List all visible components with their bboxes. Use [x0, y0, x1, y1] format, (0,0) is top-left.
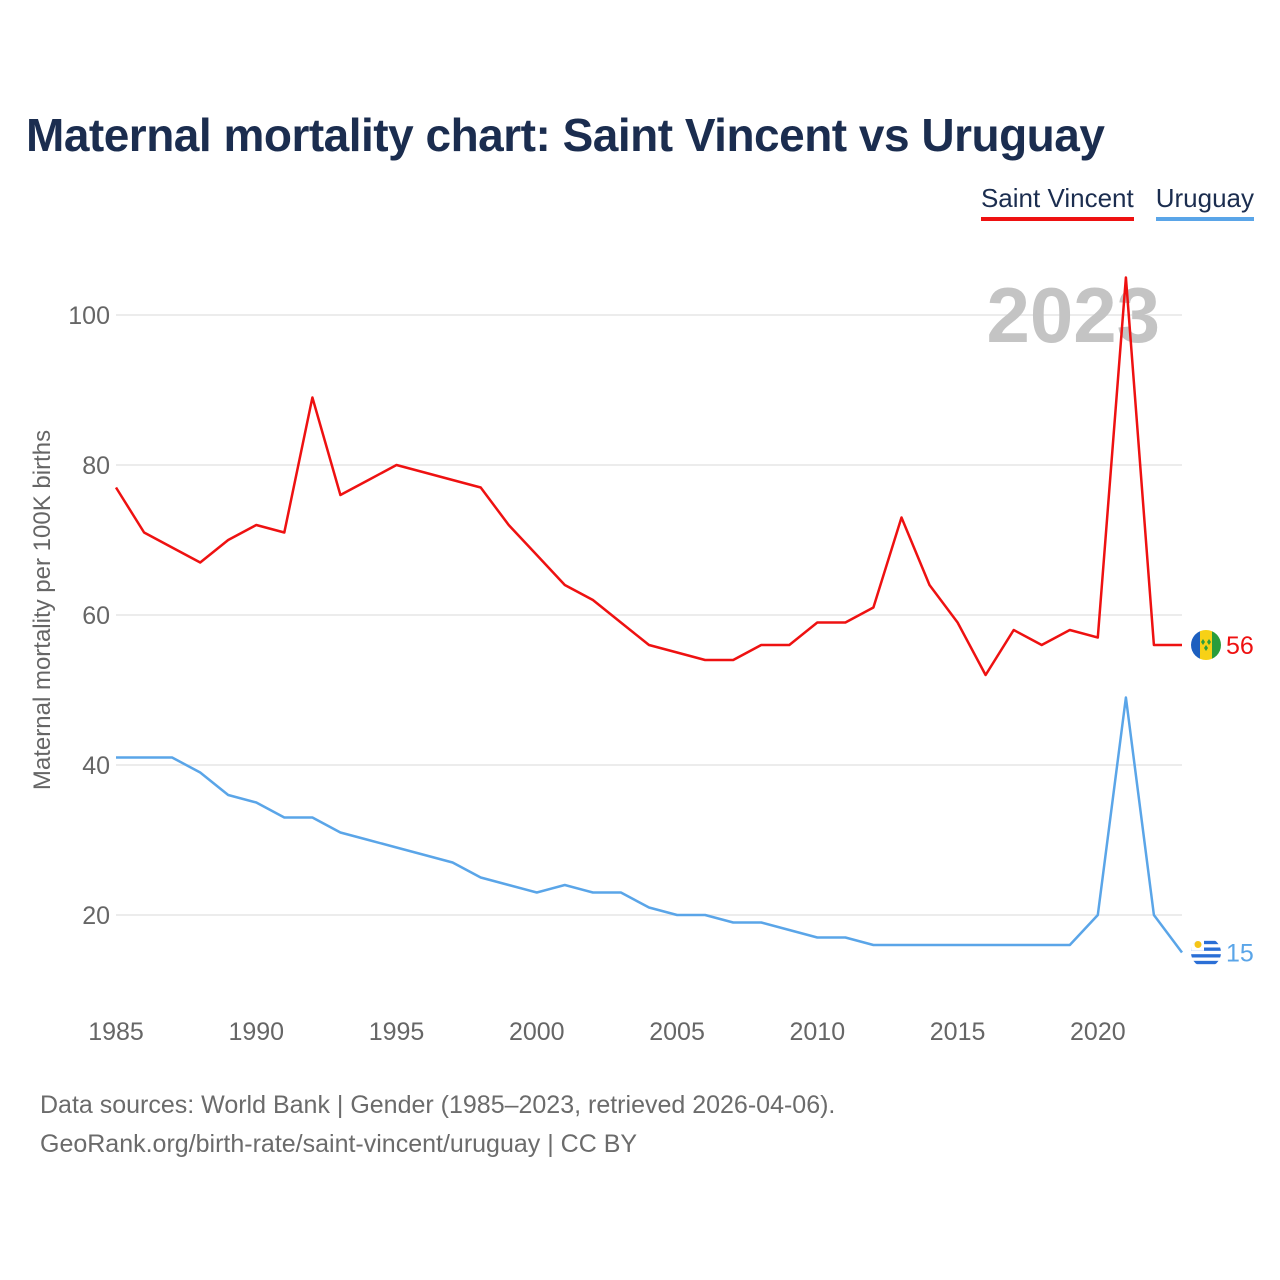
y-tick-label: 100 [68, 302, 110, 330]
y-tick-label: 40 [82, 752, 110, 780]
y-tick-label: 20 [82, 902, 110, 930]
end-value-label-saint-vincent: 56 [1226, 632, 1254, 660]
source-url[interactable]: GeoRank.org/birth-rate/saint-vincent/uru… [40, 1130, 638, 1158]
footer: Data sources: World Bank | Gender (1985–… [40, 1086, 835, 1164]
chart-title: Maternal mortality chart: Saint Vincent … [26, 109, 1105, 161]
x-tick-label: 2010 [790, 1018, 846, 1046]
saint-vincent-flag-icon [1191, 630, 1221, 660]
x-tick-label: 1990 [228, 1018, 284, 1046]
uruguay-flag-icon [1191, 937, 1221, 968]
end-value-label-uruguay: 15 [1226, 940, 1254, 968]
data-source-note: Data sources: World Bank | Gender (1985–… [40, 1091, 836, 1119]
x-tick-label: 2000 [509, 1018, 565, 1046]
y-tick-label: 60 [82, 602, 110, 630]
x-tick-label: 2020 [1070, 1018, 1126, 1046]
legend: Saint Vincent Uruguay [980, 183, 1254, 221]
series-line-saint-vincent [114, 276, 1182, 677]
year-watermark: 2023 [986, 271, 1160, 359]
y-axis-label: Maternal mortality per 100K births [29, 430, 56, 790]
x-tick-label: 2015 [930, 1018, 986, 1046]
x-tick-label: 1985 [88, 1018, 144, 1046]
x-tick-label: 1995 [369, 1018, 425, 1046]
x-tick-label: 2005 [649, 1018, 705, 1046]
y-tick-label: 80 [82, 452, 110, 480]
legend-item-uruguay[interactable]: Uruguay [1155, 183, 1254, 221]
legend-item-saint-vincent[interactable]: Saint Vincent [980, 183, 1134, 221]
series-line-uruguay [116, 696, 1184, 954]
